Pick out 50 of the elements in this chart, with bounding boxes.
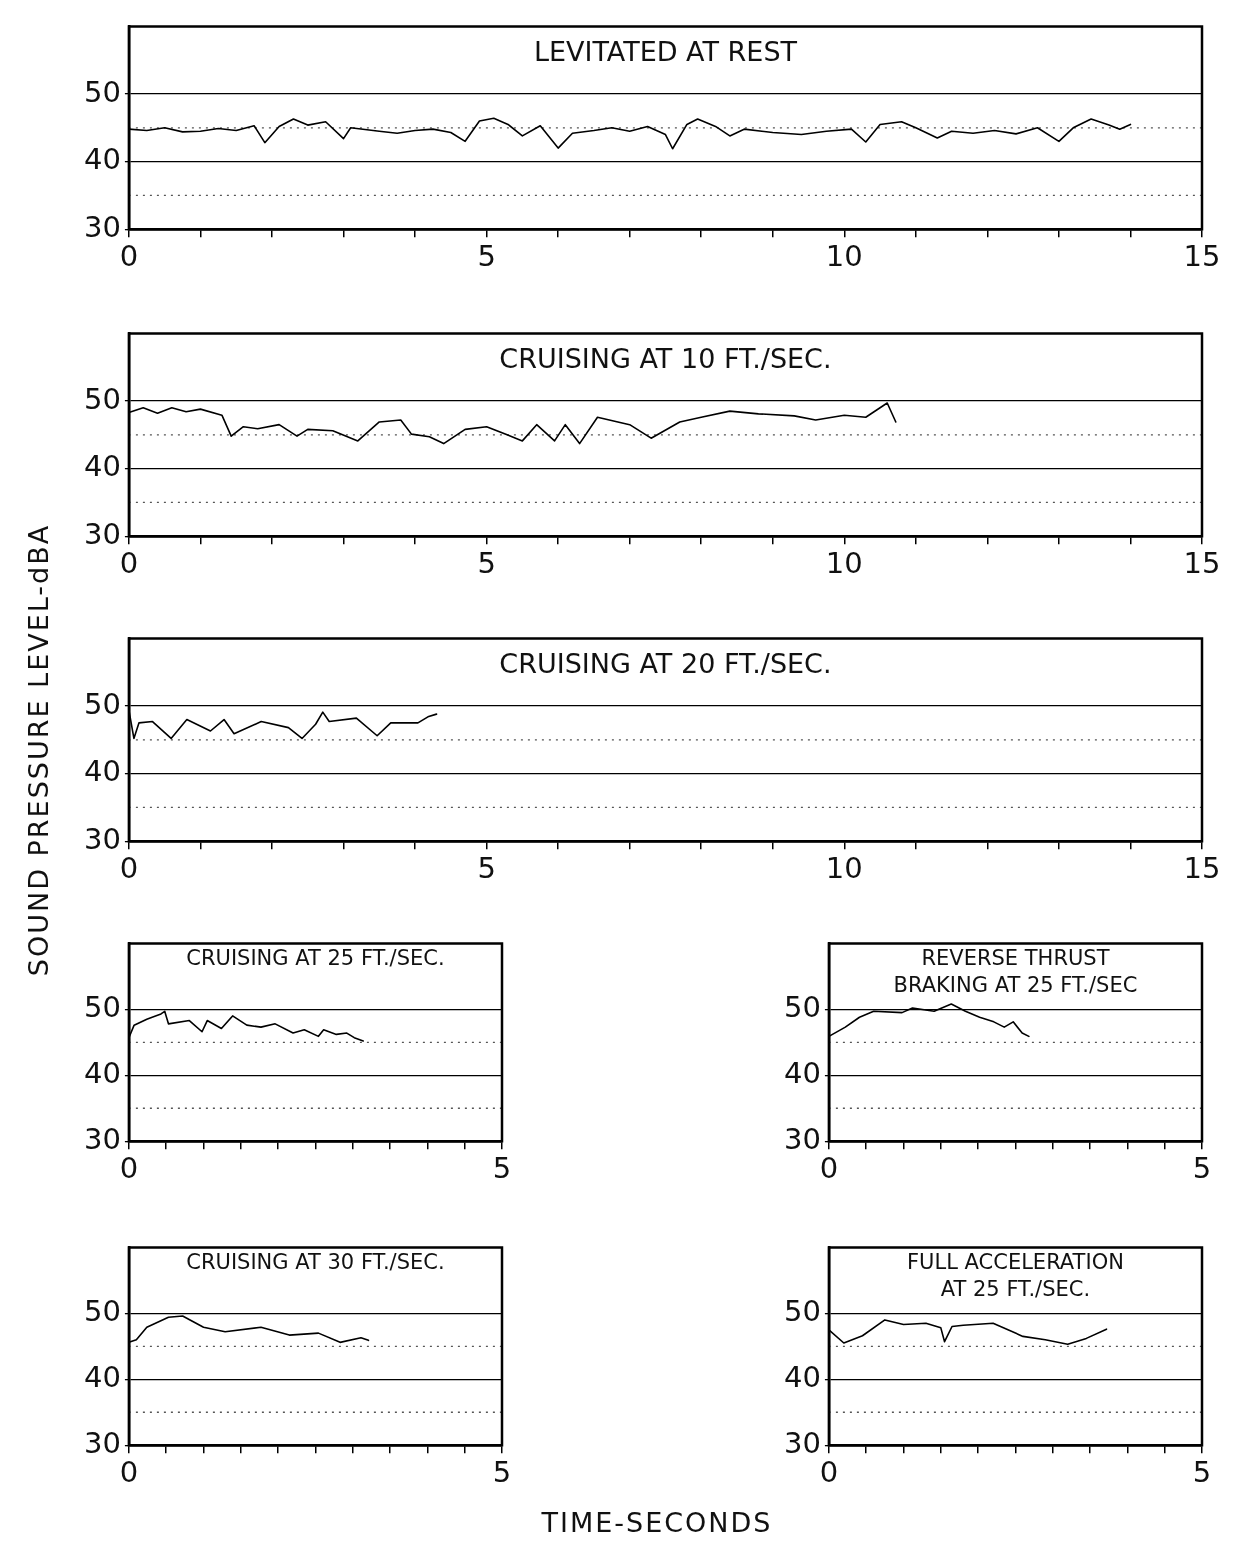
x-tick-label: 5	[1192, 1455, 1212, 1490]
y-tick-label: 30	[84, 821, 121, 856]
y-tick-label: 40	[784, 1359, 821, 1394]
y-tick-label: 40	[784, 1055, 821, 1090]
chart-title: CRUISING AT 10 FT./SEC.	[499, 342, 832, 374]
x-tick-label: 15	[1183, 851, 1221, 886]
x-tick-label: 0	[119, 851, 139, 886]
x-tick-label: 0	[119, 1151, 139, 1186]
x-tick-label: 0	[819, 1455, 839, 1490]
x-tick-label: 5	[477, 239, 496, 274]
text: FULL ACCELERATION AT 25 FT./SEC.	[907, 1250, 1124, 1302]
x-tick-label: 10	[825, 546, 863, 581]
chart-title: CRUISING AT 30 FT./SEC.	[186, 1250, 445, 1275]
x-tick-label: 15	[1183, 546, 1221, 581]
x-tick-label: 5	[492, 1455, 512, 1490]
x-tick-label: 10	[825, 851, 863, 886]
chart-title: CRUISING AT 20 FT./SEC.	[499, 647, 832, 679]
y-axis-title: SOUND PRESSURE LEVEL-dBA	[22, 523, 54, 977]
x-axis-title: TIME-SECONDS	[541, 1506, 773, 1538]
x-tick-label: 0	[119, 239, 139, 274]
y-tick-label: 30	[84, 1425, 121, 1460]
x-tick-label: 15	[1183, 239, 1221, 274]
x-tick-label: 5	[1192, 1151, 1212, 1186]
y-tick-label: 40	[84, 1359, 121, 1394]
x-tick-label: 0	[119, 1455, 139, 1490]
y-tick-label: 50	[84, 686, 121, 721]
x-tick-label: 0	[819, 1151, 839, 1186]
text: REVERSE THRUST BRAKING AT 25 FT./SEC	[893, 946, 1138, 998]
y-tick-label: 40	[84, 142, 121, 177]
y-tick-label: 30	[784, 1425, 821, 1460]
y-tick-label: 50	[84, 1293, 121, 1328]
y-tick-label: 50	[84, 381, 121, 416]
chart-title: LEVITATED AT REST	[533, 35, 798, 67]
y-tick-label: 40	[84, 754, 121, 789]
y-tick-label: 50	[84, 74, 121, 109]
y-tick-label: 50	[84, 989, 121, 1024]
x-tick-label: 5	[492, 1151, 512, 1186]
y-tick-label: 50	[784, 1293, 821, 1328]
x-tick-label: 0	[119, 546, 139, 581]
y-tick-label: 50	[784, 989, 821, 1024]
x-tick-label: 5	[477, 851, 496, 886]
chart-title: CRUISING AT 25 FT./SEC.	[186, 946, 445, 971]
y-tick-label: 40	[84, 449, 121, 484]
y-tick-label: 30	[784, 1121, 821, 1156]
y-tick-label: 40	[84, 1055, 121, 1090]
x-tick-label: 5	[477, 546, 496, 581]
y-tick-label: 30	[84, 209, 121, 244]
y-tick-label: 30	[84, 1121, 121, 1156]
x-tick-label: 10	[825, 239, 863, 274]
y-tick-label: 30	[84, 516, 121, 551]
